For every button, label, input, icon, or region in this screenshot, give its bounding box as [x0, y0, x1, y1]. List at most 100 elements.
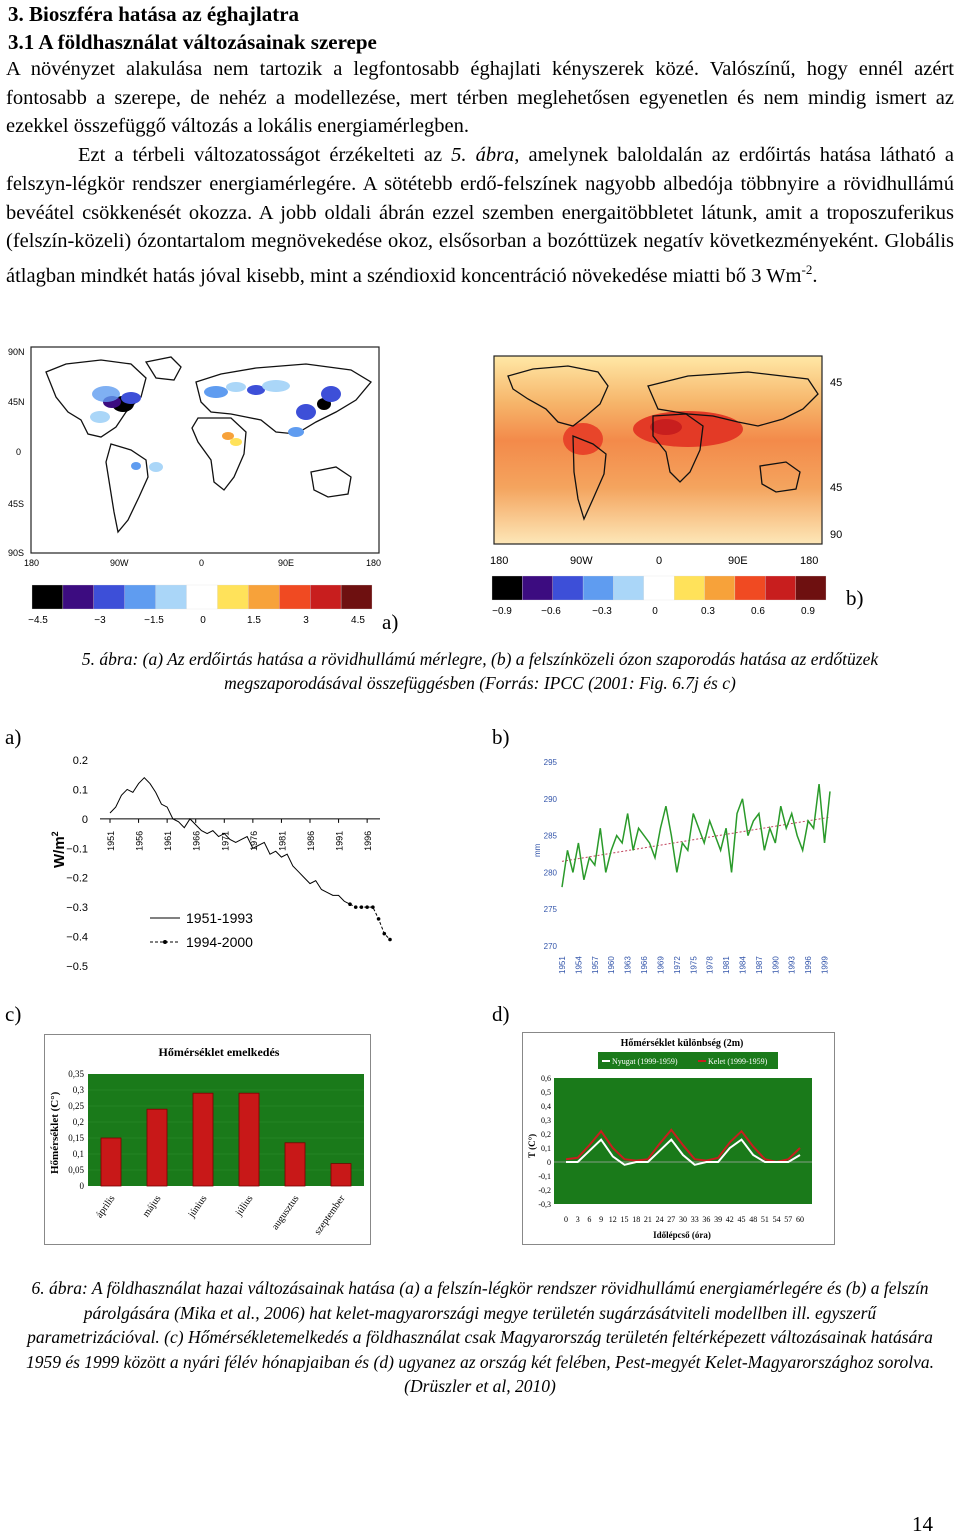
x-tick-label: 48 [749, 1215, 757, 1224]
colorbar-swatch [31, 584, 64, 610]
deforestation-map: 90N 45N 0 45S 90S 180 90W 0 90E 180 [8, 346, 381, 568]
bar [192, 1092, 214, 1187]
legend-label: Nyugat (1999-1959) [612, 1057, 678, 1066]
x-tick-label: 3 [576, 1215, 580, 1224]
y-tick-label: 0,1 [73, 1149, 84, 1159]
x-tick-label: 1972 [673, 956, 682, 974]
x-tick-label: 1981 [722, 956, 731, 974]
section-title: 3. Bioszféra hatása az éghajlatra [8, 2, 300, 26]
x-tick-label: 24 [656, 1215, 664, 1224]
colorbar-tick: 0 [200, 615, 206, 626]
x-tick-label: 1993 [788, 956, 797, 974]
lon-label: 180 [366, 558, 381, 568]
map-b-patch [650, 419, 682, 435]
map-a-patches [90, 380, 341, 472]
data-point [376, 917, 381, 921]
y-tick-label: 275 [544, 905, 558, 914]
lat-label: 90N [8, 347, 25, 357]
x-tick-label: 1963 [624, 956, 633, 974]
lon-label: 90W [110, 558, 129, 568]
x-tick-label: 1999 [821, 956, 830, 974]
x-tick-label: 1991 [335, 831, 345, 851]
y-tick-label: 0.2 [73, 755, 88, 767]
bar [284, 1142, 306, 1187]
x-tick-label: 54 [773, 1215, 781, 1224]
x-tick-label: 1996 [363, 831, 373, 851]
page-number: 14 [912, 1512, 933, 1536]
colorbar-swatch [62, 584, 94, 610]
colorbar-swatch [613, 575, 644, 601]
chart-title: Hőmérséklet különbség (2m) [621, 1038, 744, 1049]
x-tick-label: 1996 [804, 956, 813, 974]
data-point [353, 905, 358, 909]
colorbar-tick: −0.3 [592, 606, 612, 617]
colorbar-swatch [279, 584, 311, 610]
lat-label: 45N [8, 397, 25, 407]
map-b-patch [633, 411, 743, 447]
x-tick-label: 6 [587, 1215, 591, 1224]
lat-label: 0 [16, 447, 21, 457]
chart-b-evaporation: 295 290 285 280 275 270 mm 1951 1954 1957 1960 1963… [533, 758, 831, 974]
y-axis-label: W/m2 [50, 831, 68, 868]
colorbar-tick: 0.9 [801, 606, 815, 617]
y-tick-label: 0 [82, 814, 88, 826]
x-tick-label: 51 [761, 1215, 769, 1224]
figure-reference[interactable]: 5. ábra [451, 144, 515, 167]
colorbar-swatch [491, 575, 523, 601]
y-tick-label: 0,6 [541, 1074, 551, 1083]
y-tick-label: -0,2 [538, 1186, 551, 1195]
colorbar-tick: −4.5 [28, 615, 48, 626]
y-tick-label: 0,15 [68, 1133, 84, 1143]
colorbar-a: −4.5 −3 −1.5 0 1.5 3 4.5 [28, 584, 373, 626]
colorbar-swatch [217, 584, 249, 610]
plot-area [554, 1078, 812, 1204]
lon-label: 180 [490, 555, 508, 567]
body-paragraph: A növényzet alakulása nem tartozik a leg… [6, 55, 954, 290]
lon-label: 0 [656, 555, 662, 567]
y-tick-label: 290 [544, 795, 558, 804]
x-tick-label: 1951 [106, 831, 116, 851]
data-point [365, 905, 369, 909]
x-tick-label: 33 [691, 1215, 699, 1224]
lat-label: 90 [830, 529, 842, 541]
legend-label: 1951-1993 [186, 910, 253, 926]
y-axis-label-sup: 2 [50, 831, 60, 836]
x-tick-label: 1960 [607, 956, 616, 974]
panel-label-b: b) [492, 725, 510, 749]
colorbar-swatch [186, 584, 218, 610]
x-tick-label: 45 [738, 1215, 746, 1224]
x-tick-label: 1957 [591, 956, 600, 974]
paragraph-end: . [812, 264, 818, 287]
paragraph-text: Ezt a térbeli változatosságot érzékeltet… [78, 144, 452, 167]
lon-label: 180 [800, 555, 818, 567]
bar [238, 1092, 260, 1187]
x-tick-label: 18 [632, 1215, 640, 1224]
panel-label-a: a) [5, 725, 22, 749]
legend-label: 1994-2000 [186, 934, 253, 950]
paragraph-text: , amelynek baloldalán az erdőirtás hatás… [6, 144, 954, 287]
paragraph-part-2: Ezt a térbeli változatosságot érzékeltet… [6, 141, 954, 290]
lon-label: 90E [278, 558, 294, 568]
colorbar-swatch [124, 584, 156, 610]
y-axis-label: T (C°) [527, 1134, 537, 1158]
x-tick-label: 1971 [220, 831, 230, 851]
x-tick-label: 1978 [706, 956, 715, 974]
colorbar-b-swatches [491, 575, 827, 601]
colorbar-a-swatches [31, 584, 373, 610]
fig5-label-a: a) [382, 610, 399, 634]
x-tick-label: 1961 [163, 831, 173, 851]
plot-area [88, 1074, 364, 1186]
x-tick-label: 39 [714, 1215, 722, 1224]
colorbar-tick: 4.5 [351, 615, 365, 626]
y-tick-label: 0,1 [541, 1144, 551, 1153]
colorbar-swatch [674, 575, 705, 601]
trend-line [561, 816, 831, 862]
x-tick-label: 0 [564, 1215, 568, 1224]
x-tick-label: 1954 [574, 956, 583, 974]
colorbar-tick: −1.5 [144, 615, 164, 626]
y-tick-label: −0.2 [66, 873, 88, 885]
x-tick-label: 1984 [738, 956, 747, 974]
y-tick-label: 270 [544, 942, 558, 951]
map-frame [493, 355, 823, 545]
y-axis-label: mm [533, 843, 542, 857]
